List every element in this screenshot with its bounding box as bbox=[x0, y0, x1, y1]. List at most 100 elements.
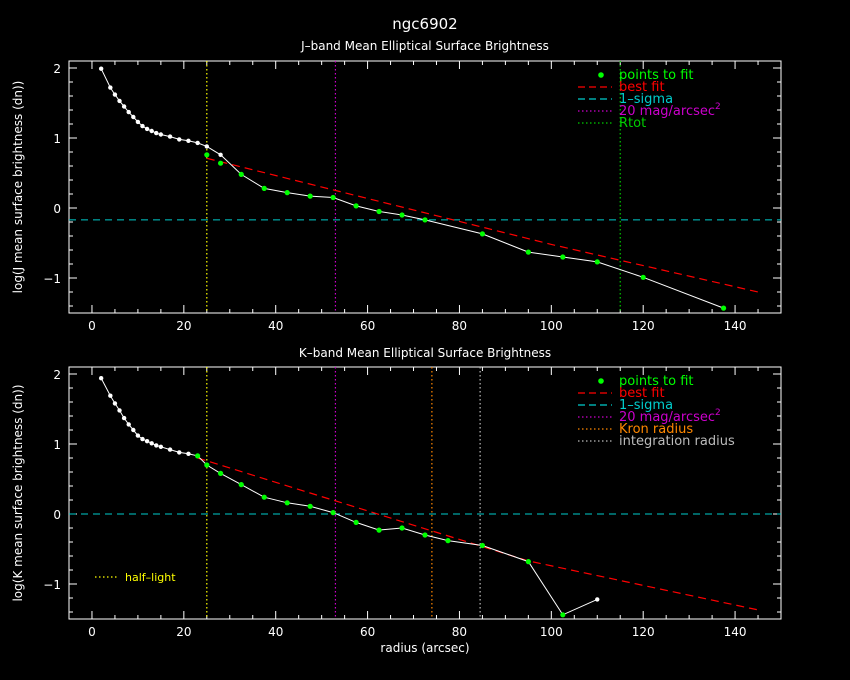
x-tick-label: 20 bbox=[176, 625, 191, 639]
y-tick-label: 1 bbox=[53, 132, 61, 146]
best-fit-line bbox=[206, 157, 759, 293]
y-tick-label: −1 bbox=[43, 578, 61, 592]
profile-point bbox=[117, 408, 122, 413]
fit-point bbox=[422, 532, 428, 538]
fit-point bbox=[399, 212, 405, 218]
fit-point bbox=[307, 193, 313, 199]
legend-label-text: points to fit bbox=[619, 374, 694, 389]
legend-label: best fit bbox=[619, 386, 665, 401]
profile-point bbox=[195, 140, 200, 146]
profile-line bbox=[100, 68, 724, 309]
legend-label-text: 1–sigma bbox=[619, 92, 673, 107]
x-axis-label: radius (arcsec) bbox=[380, 641, 469, 655]
y-tick-label: 2 bbox=[53, 368, 61, 382]
legend-label: 1–sigma bbox=[619, 92, 673, 107]
profile-line bbox=[100, 377, 598, 616]
fit-point bbox=[261, 494, 267, 500]
profile-point bbox=[121, 104, 127, 109]
profile-point bbox=[595, 597, 600, 602]
profile-point bbox=[186, 451, 191, 456]
half-light-label: half–light bbox=[125, 571, 176, 584]
fit-point bbox=[376, 208, 382, 215]
legend-label-superscript: 2 bbox=[715, 102, 721, 112]
profile-point bbox=[177, 137, 182, 142]
profile-point bbox=[98, 376, 104, 381]
fit-point bbox=[284, 190, 290, 196]
fit-point bbox=[284, 500, 290, 506]
y-axis-label: log(K mean surface brightness (dn)) bbox=[11, 384, 25, 601]
fit-point bbox=[560, 254, 566, 260]
panel-title: J–band Mean Elliptical Surface Brightnes… bbox=[300, 39, 549, 53]
legend-label-text: points to fit bbox=[619, 68, 694, 83]
x-tick-label: 20 bbox=[176, 319, 191, 333]
y-tick-label: 2 bbox=[53, 62, 61, 76]
legend-label-text: Rtot bbox=[619, 116, 646, 131]
fit-point bbox=[307, 503, 313, 509]
fit-point bbox=[479, 231, 486, 237]
legend-label: integration radius bbox=[619, 434, 735, 449]
legend-label-superscript: 2 bbox=[715, 408, 721, 418]
profile-point bbox=[117, 98, 122, 104]
legend-label-text: Kron radius bbox=[619, 422, 693, 437]
y-axis-label: log(J mean surface brightness (dn)) bbox=[11, 81, 25, 294]
best-fit-line bbox=[197, 457, 759, 611]
legend-point-marker bbox=[598, 72, 604, 78]
fit-point bbox=[204, 152, 210, 158]
fit-point bbox=[238, 171, 244, 177]
y-tick-label: 1 bbox=[53, 438, 61, 452]
profile-point bbox=[135, 119, 141, 125]
legend-label-text: integration radius bbox=[619, 434, 735, 449]
legend-label-text: 20 mag/arcsec bbox=[619, 104, 715, 119]
x-tick-label: 80 bbox=[452, 319, 467, 333]
fit-point bbox=[204, 462, 210, 468]
legend-label: Rtot bbox=[619, 116, 646, 131]
legend-label: 20 mag/arcsec2 bbox=[619, 408, 721, 425]
x-tick-label: 60 bbox=[360, 625, 375, 639]
profile-point bbox=[121, 415, 127, 421]
profile-point bbox=[131, 114, 136, 120]
x-tick-label: 40 bbox=[268, 625, 283, 639]
profile-point bbox=[108, 393, 113, 398]
plot-frame bbox=[68, 366, 782, 620]
profile-point bbox=[218, 152, 223, 157]
profile-point bbox=[186, 138, 191, 143]
fit-point bbox=[640, 274, 646, 280]
x-tick-label: 140 bbox=[724, 319, 747, 333]
x-tick-label: 40 bbox=[268, 319, 283, 333]
y-tick-label: 0 bbox=[53, 508, 61, 522]
y-tick-label: 0 bbox=[53, 202, 61, 216]
fit-point bbox=[399, 525, 405, 531]
profile-point bbox=[126, 109, 131, 115]
profile-point bbox=[144, 126, 150, 132]
x-tick-label: 120 bbox=[632, 319, 655, 333]
profile-point bbox=[167, 447, 173, 452]
legend-label-text: 1–sigma bbox=[619, 398, 673, 413]
fit-point bbox=[720, 305, 727, 311]
x-tick-label: 100 bbox=[540, 319, 563, 333]
fit-point bbox=[422, 217, 428, 223]
fit-point bbox=[217, 160, 224, 166]
fit-point bbox=[594, 259, 600, 265]
profile-point bbox=[149, 128, 154, 134]
fit-point bbox=[445, 538, 451, 544]
x-tick-label: 80 bbox=[452, 625, 467, 639]
legend-label: best fit bbox=[619, 80, 665, 95]
legend-label: Kron radius bbox=[619, 422, 693, 437]
legend-label: points to fit bbox=[619, 374, 694, 389]
profile-point bbox=[98, 66, 104, 71]
legend-label-text: 20 mag/arcsec bbox=[619, 410, 715, 425]
profile-point bbox=[144, 439, 150, 444]
x-tick-label: 100 bbox=[540, 625, 563, 639]
profile-point bbox=[131, 427, 136, 433]
legend-point-marker bbox=[598, 378, 604, 384]
x-tick-label: 0 bbox=[88, 625, 96, 639]
profile-point bbox=[140, 123, 145, 129]
fit-point bbox=[525, 249, 531, 255]
profile-point bbox=[135, 433, 141, 438]
profile-point bbox=[108, 85, 113, 90]
profile-point bbox=[204, 144, 210, 149]
fit-point bbox=[217, 470, 224, 476]
profile-point bbox=[158, 132, 164, 137]
panel-title: K–band Mean Elliptical Surface Brightnes… bbox=[299, 346, 551, 360]
